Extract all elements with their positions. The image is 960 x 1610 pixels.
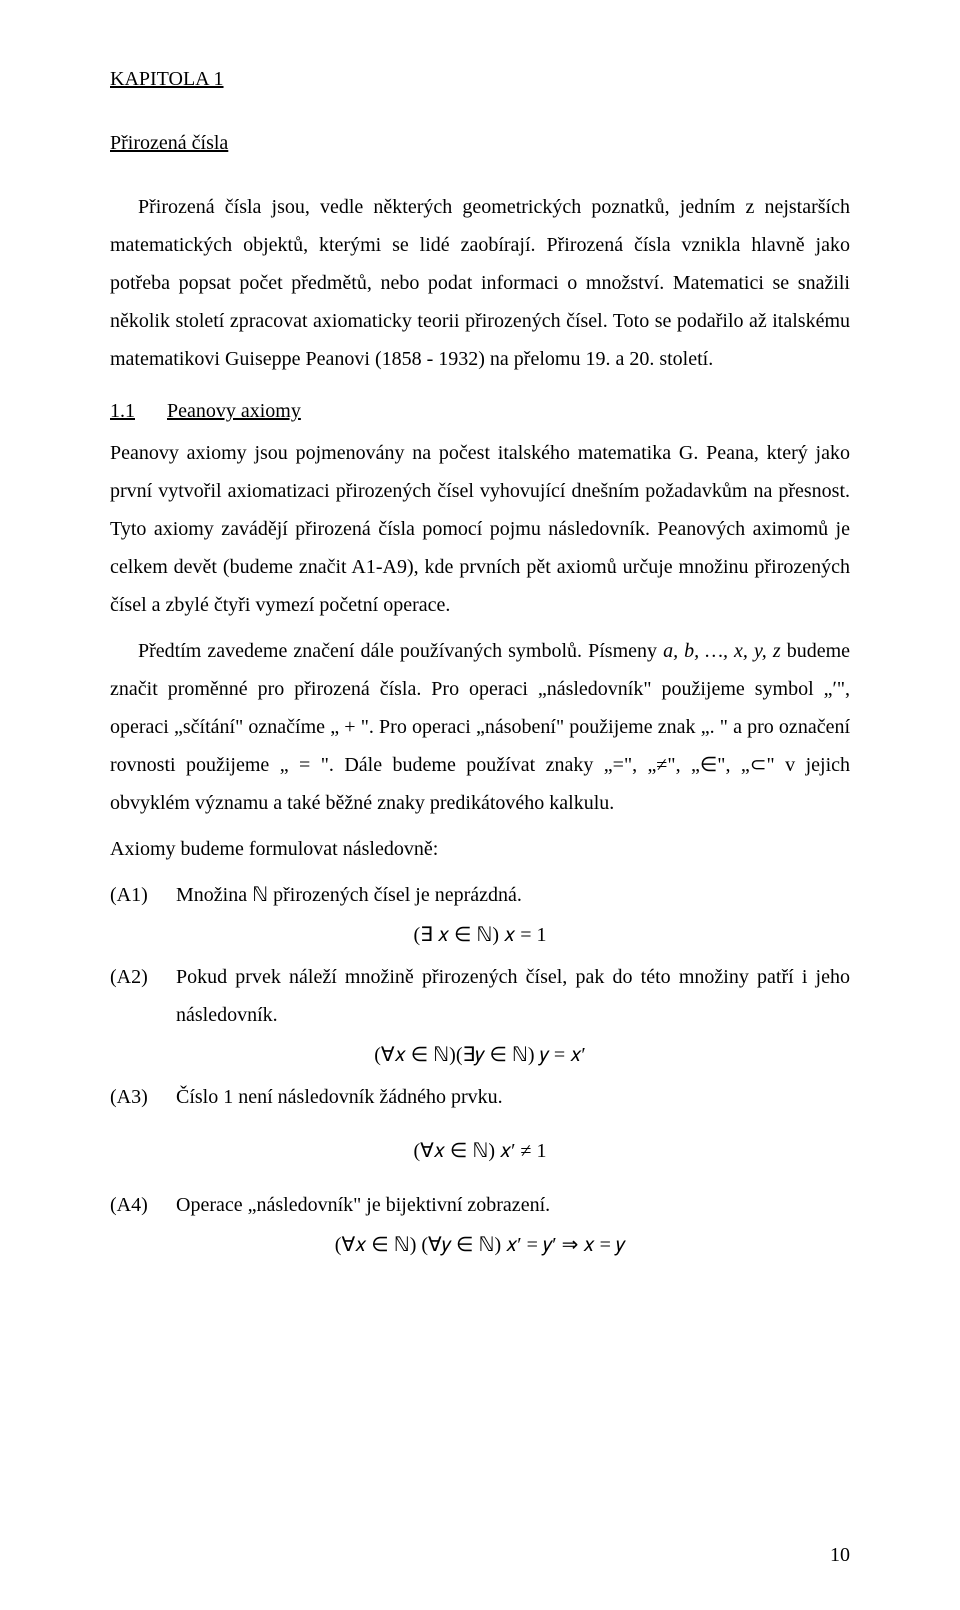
axioms-intro: Axiomy budeme formulovat následovně: [110,830,850,868]
document-page: KAPITOLA 1 Přirozená čísla Přirozená čís… [0,0,960,1610]
axiom-a2-formula: (∀𝑥 ∈ ℕ)(∃𝑦 ∈ ℕ) 𝑦 = 𝑥′ [110,1036,850,1074]
axiom-a3: (A3) Číslo 1 není následovník žádného pr… [110,1078,850,1116]
body-paragraph-1: Peanovy axiomy jsou pojmenovány na počes… [110,434,850,624]
axiom-text: Operace „následovník" je bijektivní zobr… [176,1186,850,1224]
text-fragment: budeme značit proměnné pro přirozená čís… [110,640,850,814]
subsection-heading: 1.1 Peanovy axiomy [110,392,850,430]
axiom-label: (A2) [110,958,160,1034]
axiom-text: Číslo 1 není následovník žádného prvku. [176,1078,850,1116]
text-fragment: Předtím zavedeme značení dále používanýc… [138,640,663,662]
section-title: Přirozená čísla [110,124,850,162]
axiom-label: (A3) [110,1078,160,1116]
axiom-a2: (A2) Pokud prvek náleží množině přirozen… [110,958,850,1034]
axiom-text: Množina ℕ přirozených čísel je neprázdná… [176,876,850,914]
page-number: 10 [830,1536,850,1574]
chapter-heading: KAPITOLA 1 [110,60,850,98]
intro-paragraph: Přirozená čísla jsou, vedle některých ge… [110,188,850,378]
subsection-number: 1.1 [110,392,135,430]
math-variables: a, b, …, x, y, z [663,640,781,662]
axiom-a3-formula: (∀𝑥 ∈ ℕ) 𝑥′ ≠ 1 [110,1132,850,1170]
axiom-label: (A1) [110,876,160,914]
body-paragraph-2: Předtím zavedeme značení dále používanýc… [110,632,850,822]
subsection-label: Peanovy axiomy [167,392,301,430]
axiom-a4-formula: (∀𝑥 ∈ ℕ) (∀𝑦 ∈ ℕ) 𝑥′ = 𝑦′ ⇒ 𝑥 = 𝑦 [110,1226,850,1264]
axiom-a4: (A4) Operace „následovník" je bijektivní… [110,1186,850,1224]
axiom-text: Pokud prvek náleží množině přirozených č… [176,958,850,1034]
axiom-a1: (A1) Množina ℕ přirozených čísel je nepr… [110,876,850,914]
axiom-a1-formula: (∃ 𝑥 ∈ ℕ) 𝑥 = 1 [110,916,850,954]
axiom-label: (A4) [110,1186,160,1224]
